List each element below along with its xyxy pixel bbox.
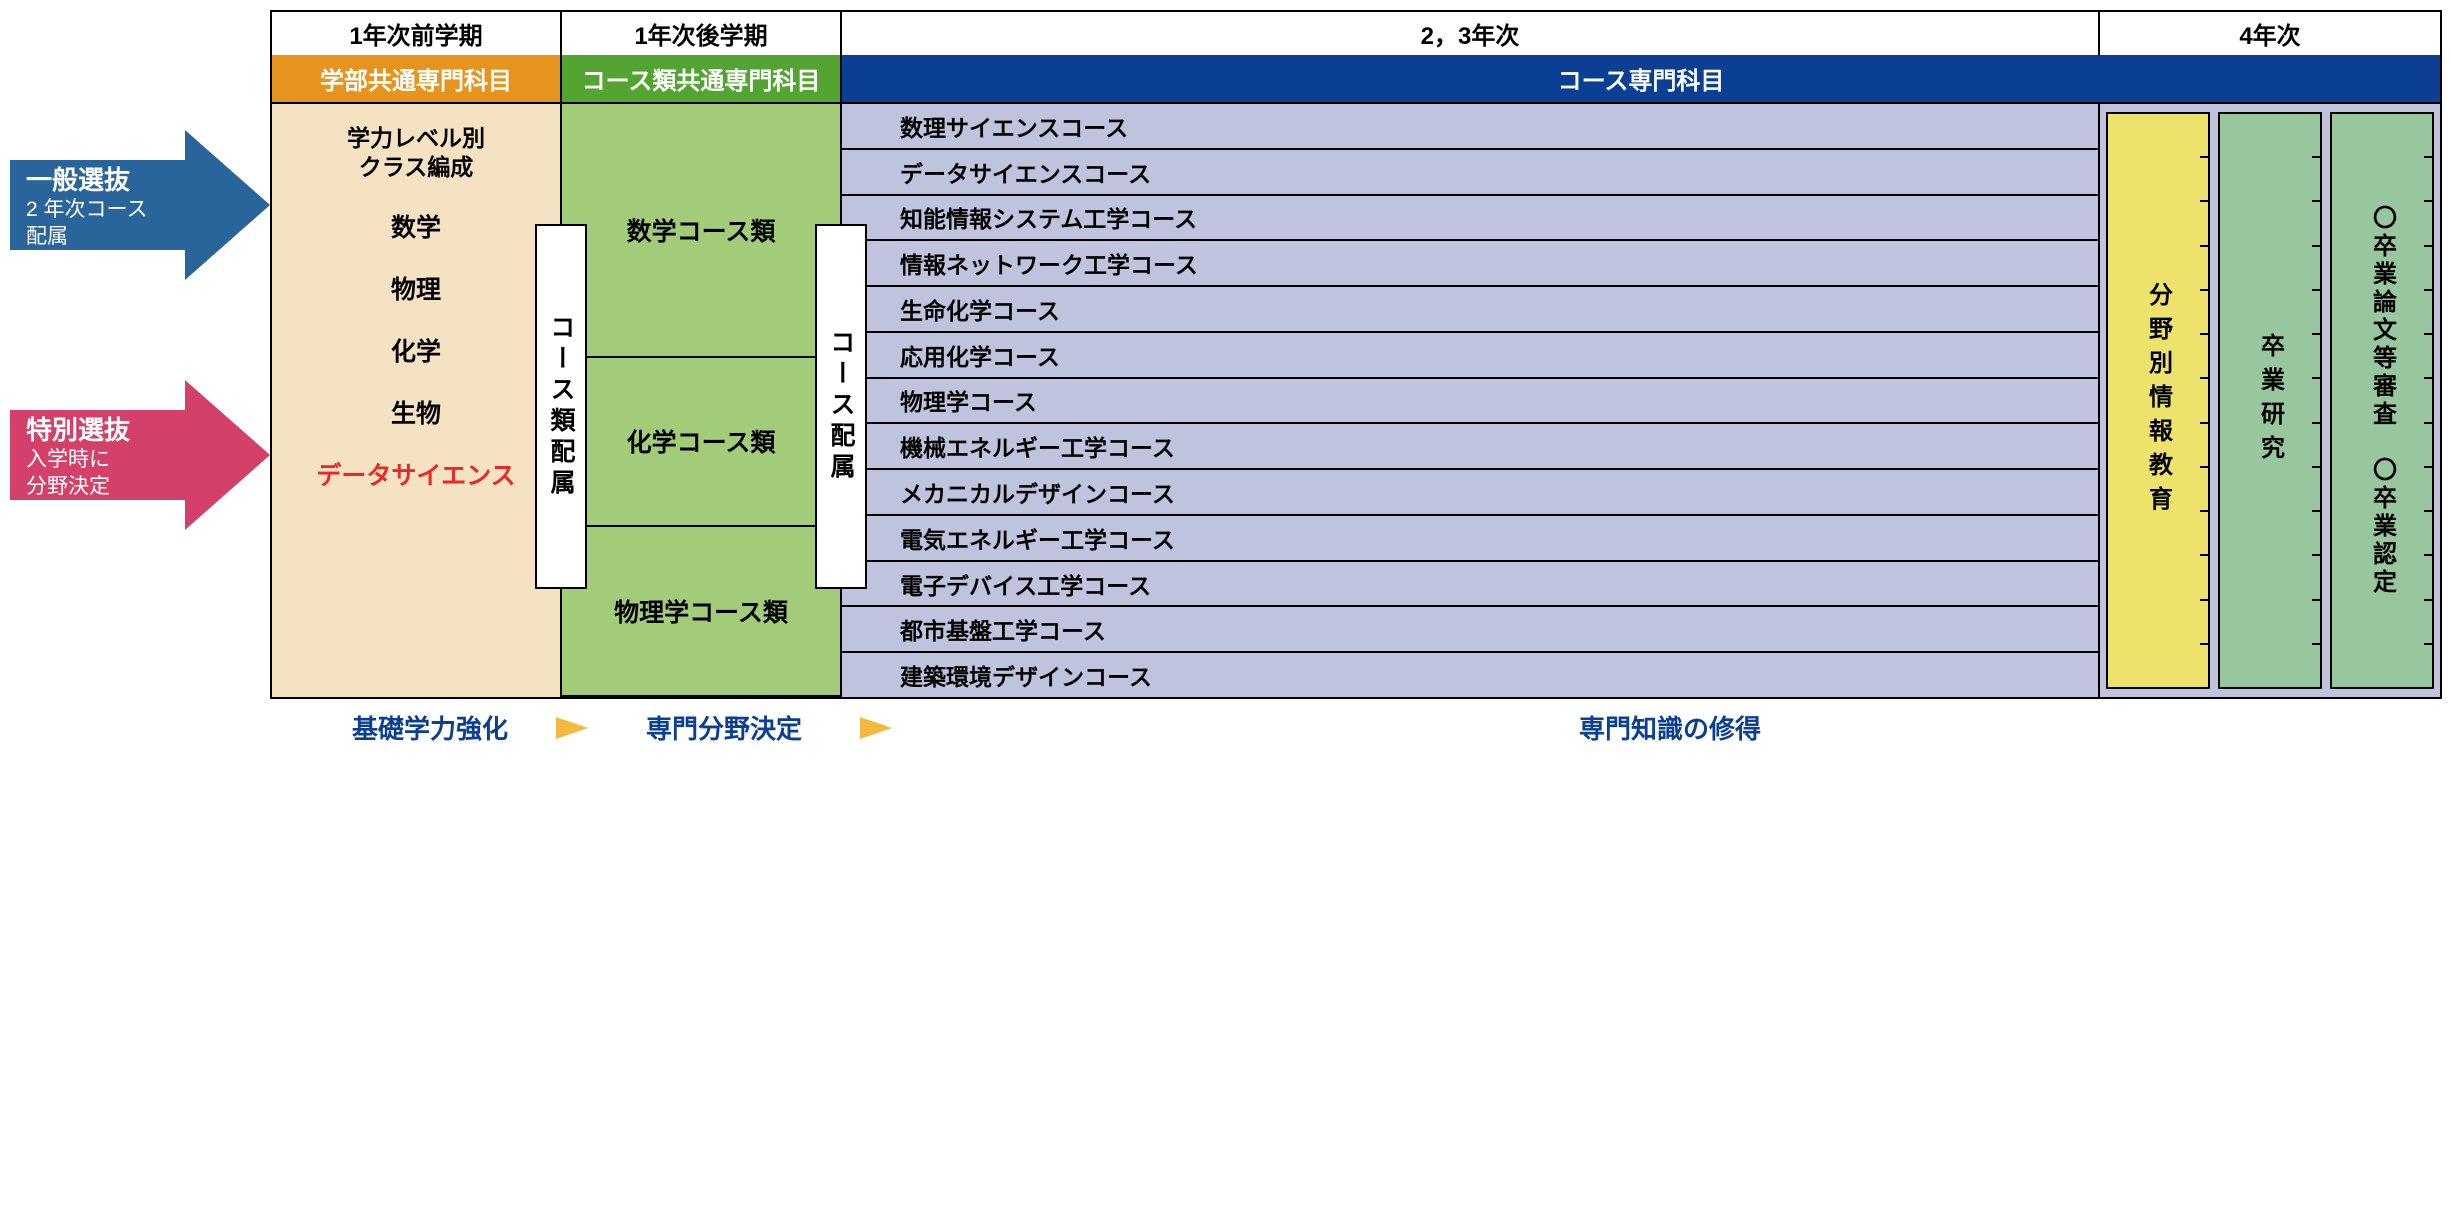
title-course-group: コース類共通専門科目 (562, 55, 842, 102)
group-physics: 物理学コース類 (562, 527, 840, 697)
course-item: 電子デバイス工学コース (842, 562, 2098, 608)
header-y1a: 1年次前学期 (272, 12, 562, 55)
subject-math: 数学 (391, 208, 441, 244)
header-y1b: 1年次後学期 (562, 12, 842, 55)
course-item: 知能情報システム工学コース (842, 196, 2098, 242)
column-year1a: 学力レベル別クラス編成 数学 物理 化学 生物 データサイエンス コース類配属 (272, 104, 562, 697)
header-y4: 4年次 (2100, 12, 2440, 55)
subject-physics: 物理 (391, 270, 441, 306)
level-class-note: 学力レベル別クラス編成 (347, 124, 485, 182)
subject-biology: 生物 (391, 394, 441, 430)
course-item: 生命化学コース (842, 287, 2098, 333)
year4-grad-research: 卒業研究 (2218, 112, 2322, 689)
arrow-special-title: 特別選抜 (26, 410, 185, 447)
title-common: 学部共通専門科目 (272, 55, 562, 102)
arrow-general-title: 一般選抜 (26, 160, 185, 197)
chevron-icon (860, 717, 892, 739)
group-chemistry: 化学コース類 (562, 358, 840, 528)
arrow-special-selection: 特別選抜 入学時に分野決定 (10, 380, 270, 530)
entry-arrows: 一般選抜 2 年次コース配属 特別選抜 入学時に分野決定 (10, 10, 270, 530)
arrow-general-sub: 2 年次コース配属 (26, 197, 185, 250)
course-assignment-box: コース配属 (815, 224, 867, 589)
arrow-general-selection: 一般選抜 2 年次コース配属 (10, 130, 270, 280)
title-course-specialized: コース専門科目 (842, 55, 2440, 102)
course-item: 物理学コース (842, 379, 2098, 425)
footer-basic: 基礎学力強化 (310, 709, 550, 746)
course-item: 電気エネルギー工学コース (842, 516, 2098, 562)
subject-chemistry: 化学 (391, 332, 441, 368)
footer-acquire: 専門知識の修得 (898, 709, 2442, 746)
footer-labels: 基礎学力強化 専門分野決定 専門知識の修得 (270, 699, 2442, 746)
subject-data-science: データサイエンス (316, 456, 515, 492)
footer-decide: 専門分野決定 (594, 709, 854, 746)
course-item: 機械エネルギー工学コース (842, 424, 2098, 470)
course-group-assignment-box: コース類配属 (535, 224, 587, 589)
year4-field-info-edu: 分野別情報教育 (2106, 112, 2210, 689)
chevron-icon (556, 717, 588, 739)
course-item: メカニカルデザインコース (842, 470, 2098, 516)
course-item: データサイエンスコース (842, 150, 2098, 196)
course-item: 建築環境デザインコース (842, 653, 2098, 697)
column-courses: 数理サイエンスコースデータサイエンスコース知能情報システム工学コース情報ネットワ… (842, 104, 2100, 697)
arrow-special-sub: 入学時に分野決定 (26, 447, 185, 500)
curriculum-table: 1年次前学期 1年次後学期 2，3年次 4年次 学部共通専門科目 コース類共通専… (270, 10, 2442, 746)
year4-thesis-approval: 〇卒業論文等審査 〇卒業認定 (2330, 112, 2434, 689)
column-year4: 分野別情報教育 卒業研究 〇卒業論文等審査 〇卒業認定 (2100, 104, 2440, 697)
course-item: 数理サイエンスコース (842, 104, 2098, 150)
course-item: 応用化学コース (842, 333, 2098, 379)
course-item: 情報ネットワーク工学コース (842, 241, 2098, 287)
column-year1b: 数学コース類 化学コース類 物理学コース類 コース配属 (562, 104, 842, 697)
year-header-row: 1年次前学期 1年次後学期 2，3年次 4年次 (272, 12, 2440, 55)
group-math: 数学コース類 (562, 104, 840, 358)
course-item: 都市基盤工学コース (842, 607, 2098, 653)
header-y23: 2，3年次 (842, 12, 2100, 55)
category-title-row: 学部共通専門科目 コース類共通専門科目 コース専門科目 (272, 55, 2440, 102)
